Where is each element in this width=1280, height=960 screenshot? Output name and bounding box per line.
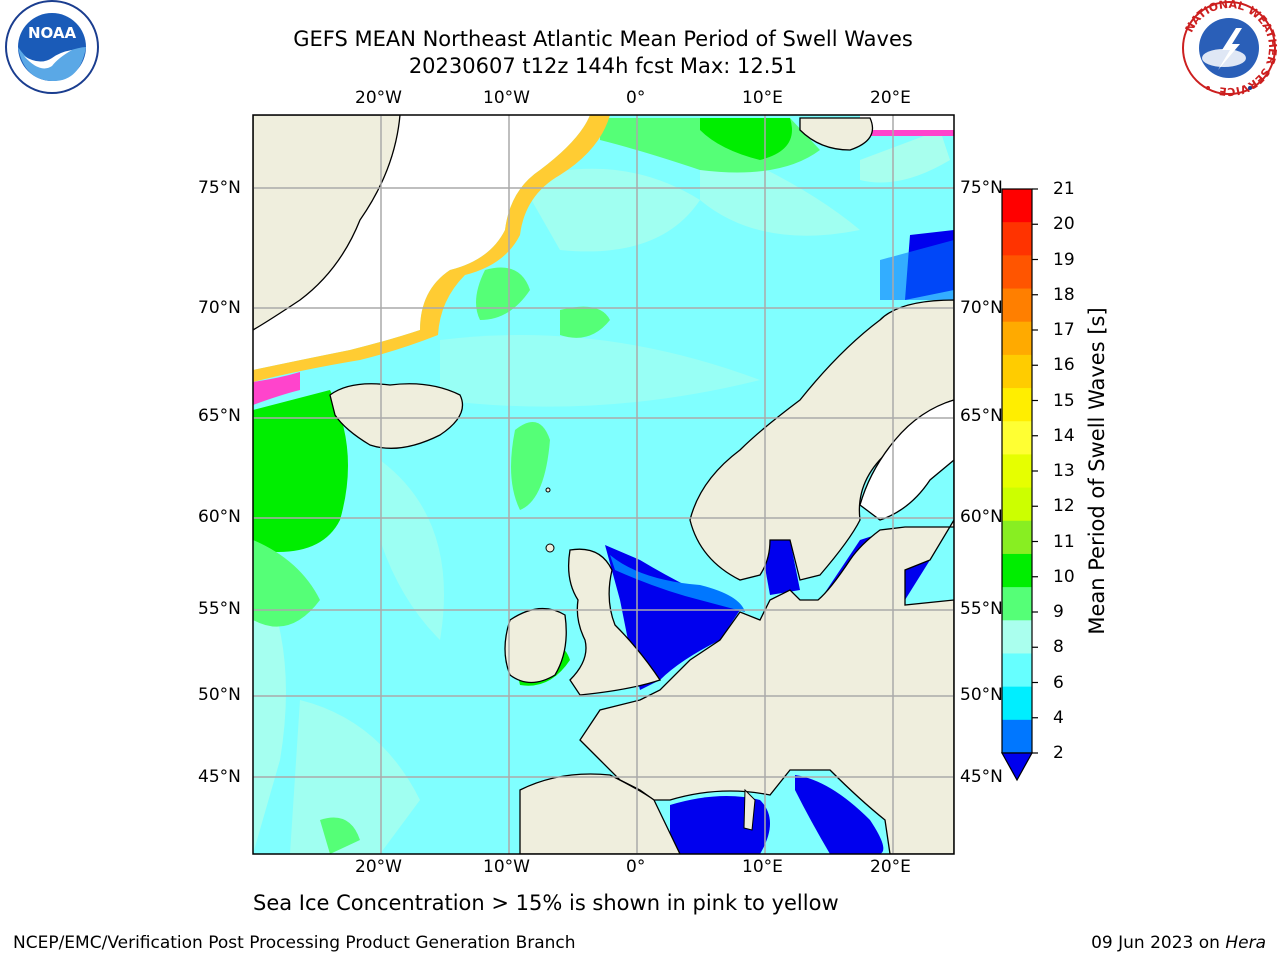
lat-label-left: 45°N — [198, 767, 241, 787]
footer-host: Hera — [1225, 933, 1266, 953]
nws-logo: NATIONAL WEATHER SERVICE — [1182, 0, 1279, 98]
colorbar-tick-label: 9 — [1053, 602, 1064, 622]
noaa-logo-text: NOAA — [28, 24, 77, 42]
ireland — [504, 608, 567, 684]
lon-label-top: 10°E — [742, 88, 783, 108]
lon-label-top: 20°W — [355, 88, 402, 108]
colorbar-segment — [1002, 553, 1032, 588]
colorbar-segment — [1002, 686, 1032, 721]
colorbar-tick-label: 8 — [1053, 637, 1064, 658]
lon-label-bottom: 10°W — [483, 857, 530, 877]
lat-label-right: 60°N — [960, 507, 1003, 527]
chart-title: GEFS MEAN Northeast Atlantic Mean Period… — [293, 27, 913, 51]
lat-label-left: 65°N — [198, 406, 241, 426]
graticule — [253, 115, 954, 854]
lat-label-right: 65°N — [960, 406, 1003, 426]
footer-date: 09 Jun 2023 on Hera — [1091, 933, 1266, 953]
colorbar-tick-label: 16 — [1053, 355, 1075, 376]
colorbar-segment — [1002, 321, 1032, 356]
colorbar-tick-label: 2 — [1053, 743, 1064, 763]
colorbar-segment — [1002, 421, 1032, 455]
chart-subtitle: 20230607 t12z 144h fcst Max: 12.51 — [408, 54, 798, 78]
colorbar-segment — [1002, 587, 1032, 621]
colorbar — [1001, 188, 1038, 754]
colorbar-segment — [1002, 620, 1032, 654]
map-area — [253, 115, 954, 854]
lat-label-left: 50°N — [198, 685, 241, 705]
colorbar-segment — [1002, 222, 1032, 256]
colorbar-tick-label: 15 — [1053, 390, 1075, 411]
adriatic-low-period — [795, 775, 884, 854]
colorbar-segment — [1002, 653, 1032, 688]
colorbar-tick-label: 12 — [1053, 496, 1075, 517]
map-frame — [252, 114, 955, 855]
colorbar-tick-label: 11 — [1053, 531, 1075, 552]
iberia — [519, 773, 681, 854]
noaa-logo: NOAA — [5, 0, 99, 94]
colorbar-segment — [1002, 487, 1032, 522]
lon-label-bottom: 20°W — [355, 857, 402, 877]
kattegat-low-period — [760, 540, 800, 595]
scandinavia — [689, 299, 954, 581]
colorbar-tick-label: 21 — [1053, 179, 1075, 199]
lat-label-right: 55°N — [960, 599, 1003, 619]
colorbar-tick-label: 13 — [1053, 461, 1075, 481]
colorbar-tick-label: 19 — [1053, 249, 1075, 270]
colorbar-tick-label: 20 — [1053, 214, 1075, 235]
lat-label-right: 75°N — [960, 178, 1003, 198]
greenland — [253, 115, 401, 331]
lat-label-right: 45°N — [960, 767, 1003, 787]
colorbar-segment — [1002, 388, 1032, 422]
colorbar-tick-label: 4 — [1053, 707, 1064, 728]
colorbar-title: Mean Period of Swell Waves [s] — [1085, 307, 1109, 635]
lat-label-left: 60°N — [198, 507, 241, 527]
colorbar-segment — [1002, 454, 1032, 489]
lon-label-bottom: 20°E — [870, 857, 911, 877]
lat-label-right: 70°N — [960, 298, 1003, 318]
colorbar-tick-label: 18 — [1053, 284, 1075, 305]
lon-label-bottom: 10°E — [742, 857, 783, 877]
lon-label-bottom: 0° — [626, 857, 646, 877]
colorbar-segment — [1002, 354, 1032, 389]
colorbar-tick-label: 10 — [1053, 566, 1075, 587]
lon-label-top: 20°E — [870, 88, 911, 108]
lon-label-top: 0° — [626, 88, 646, 108]
colorbar-segment — [1002, 255, 1032, 290]
colorbar-segment — [1002, 520, 1032, 555]
colorbar-tick-label: 17 — [1053, 320, 1075, 340]
colorbar-segment — [1002, 719, 1032, 754]
footer-credit: NCEP/EMC/Verification Post Processing Pr… — [13, 933, 576, 953]
sea-ice-note: Sea Ice Concentration > 15% is shown in … — [253, 891, 839, 915]
colorbar-tick-label: 14 — [1053, 425, 1075, 446]
lat-label-left: 55°N — [198, 599, 241, 619]
svalbard — [799, 117, 874, 151]
colorbar-tick-label: 6 — [1053, 672, 1064, 693]
colorbar-segment — [1002, 189, 1032, 223]
swell-11s-west — [253, 390, 348, 552]
sea-ice-edge — [253, 115, 610, 382]
colorbar-lower-arrow — [1000, 752, 1034, 782]
lat-label-right: 50°N — [960, 685, 1003, 705]
colorbar-segment — [1002, 288, 1032, 323]
lat-label-left: 75°N — [198, 178, 241, 198]
footer-date-text: 09 Jun 2023 on — [1091, 933, 1226, 953]
lat-label-left: 70°N — [198, 298, 241, 318]
lon-label-top: 10°W — [483, 88, 530, 108]
